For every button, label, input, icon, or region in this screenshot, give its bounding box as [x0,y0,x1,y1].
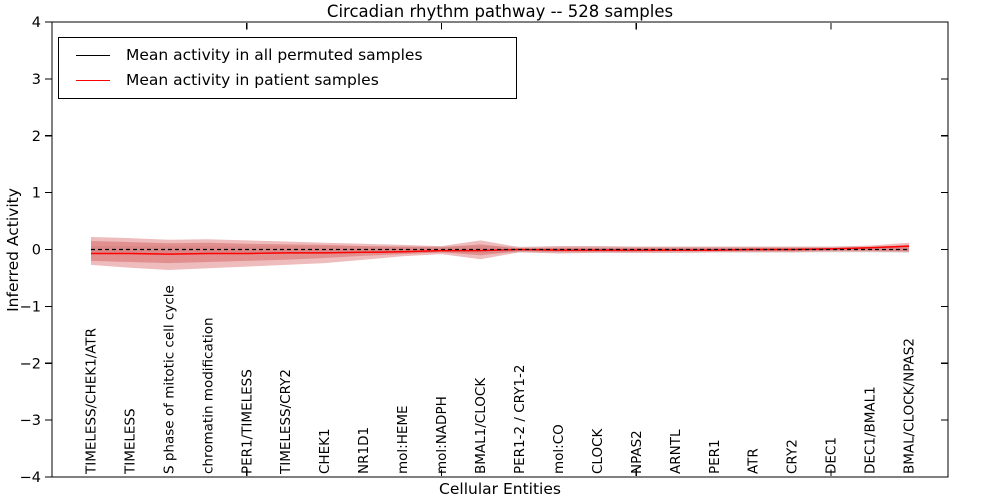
x-entity-label: chromatin modification [200,317,216,474]
x-entity-label: BMAL1/CLOCK [473,377,489,474]
x-entity-label: NR1D1 [356,427,372,474]
x-entity-label: mol:NADPH [434,396,450,474]
x-entity-label: PER1 [707,439,723,474]
x-entity-label: DEC1/BMAL1 [863,386,879,474]
legend: Mean activity in all permuted samples Me… [58,37,517,99]
x-entity-label: ARNTL [668,429,684,474]
y-tick-label: −4 [20,470,41,486]
legend-label-patient: Mean activity in patient samples [126,71,379,90]
y-tick-label: 3 [32,72,41,88]
x-entity-label: CRY2 [785,439,801,474]
legend-entry-permuted: Mean activity in all permuted samples [59,45,516,64]
x-entity-label: TIMELESS [122,408,138,475]
x-entity-label: PER1-2 / CRY1-2 [512,365,528,474]
legend-line-permuted-icon [76,54,110,56]
x-entity-label: CHEK1 [317,428,333,474]
x-entity-label: BMAL/CLOCK/NPAS2 [902,338,918,474]
x-axis-title: Cellular Entities [439,480,561,498]
x-entity-label: mol:HEME [395,405,411,474]
x-entity-label: mol:CO [551,424,567,474]
x-entity-label: ATR [746,448,762,474]
x-entity-label: TIMELESS/CHEK1/ATR [84,328,100,475]
y-tick-label: 2 [32,129,41,145]
y-tick-label: 1 [32,186,41,202]
y-axis-title: Inferred Activity [4,188,22,312]
y-tick-label: −1 [20,299,41,315]
x-entity-label: TIMELESS/CRY2 [278,369,294,475]
y-tick-label: 4 [32,15,41,31]
legend-label-permuted: Mean activity in all permuted samples [126,45,423,64]
legend-line-patient-icon [76,80,110,82]
x-entity-label: PER1/TIMELESS [239,369,255,474]
chart-title: Circadian rhythm pathway -- 528 samples [326,2,674,21]
legend-entry-patient: Mean activity in patient samples [59,72,516,89]
band-patient-activity-range-outer [91,237,909,270]
y-tick-label: −3 [20,413,41,429]
x-entity-label: S phase of mitotic cell cycle [161,285,177,474]
y-tick-label: −2 [20,356,41,372]
x-entity-label: CLOCK [590,427,606,474]
x-entity-label: NPAS2 [629,430,645,474]
x-entity-label: DEC1 [824,437,840,474]
y-tick-label: 0 [32,243,41,259]
band-patient-activity-range-inner [91,241,909,264]
